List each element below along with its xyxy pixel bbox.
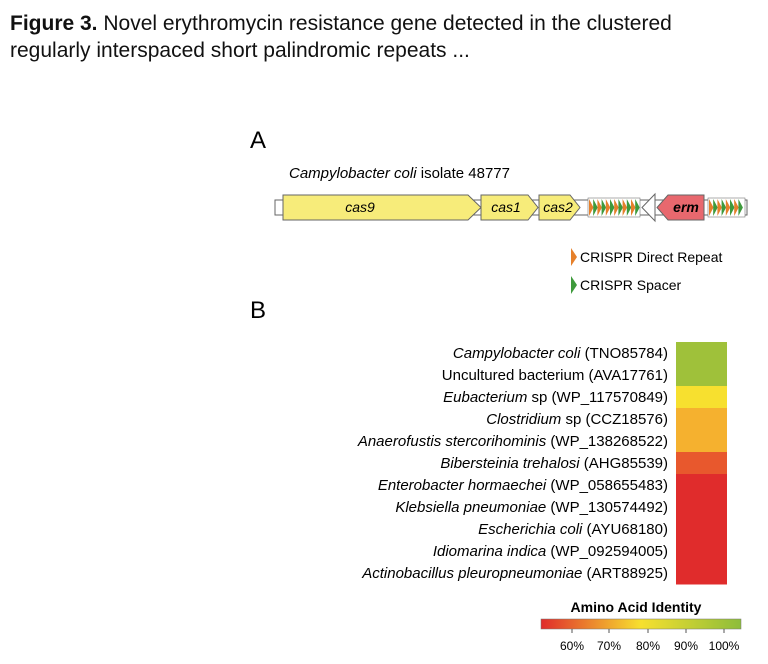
crispr1-spacer bbox=[618, 199, 623, 216]
colorbar-tick-label: 70% bbox=[597, 639, 621, 653]
heatmap-row-label: Escherichia coli (AYU68180) bbox=[478, 521, 668, 538]
legend-direct-repeat: CRISPR Direct Repeat bbox=[571, 248, 722, 266]
species-name: Escherichia coli bbox=[478, 521, 583, 538]
crispr2-spacer bbox=[730, 199, 735, 216]
organism-name: Campylobacter coli bbox=[289, 165, 417, 182]
crispr2-spacer bbox=[713, 199, 718, 216]
heatmap-row-label: Clostridium sp (CCZ18576) bbox=[486, 411, 668, 428]
gene-erm bbox=[656, 194, 705, 221]
crispr2-repeat bbox=[734, 199, 739, 216]
species-name: Idiomarina indica bbox=[433, 543, 546, 560]
direct-repeat-icon bbox=[571, 248, 577, 266]
legend-spacer: CRISPR Spacer bbox=[571, 276, 681, 294]
heatmap-cell bbox=[676, 452, 727, 475]
legend-spacer-label: CRISPR Spacer bbox=[580, 277, 681, 293]
gene-cas9 bbox=[282, 194, 482, 221]
heatmap-row-label: Bibersteinia trehalosi (AHG85539) bbox=[440, 455, 668, 472]
crispr1-spacer bbox=[593, 199, 598, 216]
species-name: Bibersteinia trehalosi bbox=[440, 455, 580, 472]
species-name: Enterobacter hormaechei bbox=[378, 477, 547, 494]
crispr2-spacer bbox=[721, 199, 727, 216]
accession: sp (WP_117570849) bbox=[527, 389, 668, 406]
heatmap-row-label: Eubacterium sp (WP_117570849) bbox=[443, 389, 668, 406]
heatmap-cell bbox=[676, 562, 727, 585]
accession: Uncultured bacterium (AVA17761) bbox=[442, 367, 668, 384]
accession: (WP_130574492) bbox=[546, 499, 668, 516]
crispr2-repeat bbox=[717, 199, 722, 216]
legend-direct-repeat-label: CRISPR Direct Repeat bbox=[580, 249, 722, 265]
colorbar bbox=[540, 618, 742, 630]
heatmap-row-label: Klebsiella pneumoniae (WP_130574492) bbox=[395, 499, 668, 516]
accession: (WP_138268522) bbox=[546, 433, 668, 450]
species-name: Eubacterium bbox=[443, 389, 527, 406]
gene-cas2-label: cas2 bbox=[543, 199, 573, 215]
species-name: Clostridium bbox=[486, 411, 561, 428]
heatmap-cell bbox=[676, 518, 727, 541]
spacer-icon bbox=[571, 276, 577, 294]
crispr1-spacer bbox=[601, 199, 607, 216]
accession: (AHG85539) bbox=[580, 455, 668, 472]
accession: (AYU68180) bbox=[582, 521, 668, 538]
species-name: Campylobacter coli bbox=[453, 345, 581, 362]
crispr1-repeat bbox=[631, 199, 636, 216]
heatmap-row-label: Actinobacillus pleuropneumoniae (ART8892… bbox=[361, 565, 668, 582]
colorbar-tick-label: 60% bbox=[560, 639, 584, 653]
heatmap-row-label: Idiomarina indica (WP_092594005) bbox=[433, 543, 668, 560]
crispr1-spacer bbox=[626, 199, 632, 216]
accession: (WP_058655483) bbox=[546, 477, 668, 494]
crispr2-spacer bbox=[738, 199, 743, 216]
gene-erm-label: erm bbox=[673, 199, 699, 215]
gene-cas1 bbox=[480, 194, 539, 221]
crispr-array-2 bbox=[707, 197, 746, 218]
isolate-label: isolate 48777 bbox=[417, 165, 510, 182]
species-name: Klebsiella pneumoniae bbox=[395, 499, 546, 516]
heatmap-cell bbox=[676, 430, 727, 453]
crispr1-repeat bbox=[605, 199, 611, 216]
caption-text: Novel erythromycin resistance gene detec… bbox=[10, 12, 672, 62]
colorbar-tick-label: 80% bbox=[636, 639, 660, 653]
heatmap-cell bbox=[676, 408, 727, 431]
gene-cas9-label: cas9 bbox=[345, 199, 375, 215]
heatmap-row-label: Enterobacter hormaechei (WP_058655483) bbox=[378, 477, 668, 494]
figure-caption: Figure 3. Novel erythromycin resistance … bbox=[10, 10, 750, 64]
heatmap-cell bbox=[676, 364, 727, 387]
heatmap-cell bbox=[676, 474, 727, 497]
intergenic-feature bbox=[641, 192, 656, 223]
heatmap-row-label: Anaerofustis stercorihominis (WP_1382685… bbox=[357, 433, 668, 450]
panel-b-label: B bbox=[250, 297, 266, 324]
accession: (ART88925) bbox=[582, 565, 668, 582]
colorbar-title: Amino Acid Identity bbox=[571, 599, 702, 615]
colorbar-ticks: 60% 70% 80% 90% 100% bbox=[560, 629, 740, 653]
heatmap-row-label: Campylobacter coli (TNO85784) bbox=[453, 345, 668, 362]
heatmap-cell bbox=[676, 540, 727, 563]
identity-heatmap: Campylobacter coli (TNO85784) Uncultured … bbox=[357, 342, 727, 585]
accession: (WP_092594005) bbox=[546, 543, 668, 560]
crispr2-repeat bbox=[725, 199, 731, 216]
colorbar-tick-label: 90% bbox=[674, 639, 698, 653]
heatmap-row-label: Uncultured bacterium (AVA17761) bbox=[442, 367, 668, 384]
crispr2-repeat bbox=[709, 199, 714, 216]
heatmap-cell bbox=[676, 342, 727, 365]
crispr1-spacer bbox=[610, 199, 615, 216]
crispr1-repeat bbox=[622, 199, 628, 216]
organism-title: Campylobacter coli isolate 48777 bbox=[289, 165, 510, 182]
crispr-array-1 bbox=[587, 197, 641, 218]
crispr1-repeat bbox=[589, 199, 594, 216]
species-name: Anaerofustis stercorihominis bbox=[357, 433, 547, 450]
panel-a-label: A bbox=[250, 127, 266, 154]
crispr1-spacer bbox=[635, 199, 640, 216]
accession: sp (CCZ18576) bbox=[561, 411, 668, 428]
gene-cas1-label: cas1 bbox=[491, 199, 521, 215]
colorbar-tick-label: 100% bbox=[709, 639, 740, 653]
heatmap-cell bbox=[676, 386, 727, 409]
gene-cas2 bbox=[538, 194, 581, 221]
heatmap-cell bbox=[676, 496, 727, 519]
figure-number: Figure 3. bbox=[10, 12, 98, 35]
crispr1-repeat bbox=[597, 199, 602, 216]
crispr1-repeat bbox=[614, 199, 619, 216]
species-name: Actinobacillus pleuropneumoniae bbox=[361, 565, 582, 582]
accession: (TNO85784) bbox=[580, 345, 668, 362]
